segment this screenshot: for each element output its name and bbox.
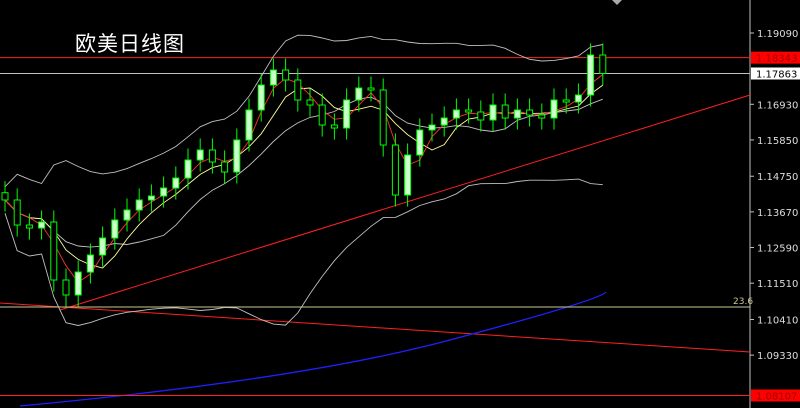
- y-tick-label: 1.19090: [757, 29, 798, 40]
- chart-title: 欧美日线图: [75, 32, 185, 56]
- candle-body: [343, 99, 351, 129]
- candle-body: [13, 199, 21, 226]
- candle-body: [404, 154, 412, 196]
- candle-body: [513, 109, 521, 119]
- rising-trendline: [59, 94, 751, 311]
- candle-body: [257, 84, 265, 111]
- candle-body: [306, 99, 314, 106]
- candle-body: [172, 177, 180, 189]
- candle-body: [245, 109, 253, 141]
- candle-body: [452, 109, 460, 119]
- candle-body: [574, 94, 582, 103]
- y-tick-label: 1.09330: [757, 351, 798, 362]
- candle-body: [428, 124, 436, 131]
- price-tag-box: [751, 51, 800, 64]
- candle-body: [233, 139, 241, 173]
- y-tick-label: 1.12590: [757, 244, 798, 255]
- candle-body: [135, 199, 143, 211]
- candle-body: [440, 117, 448, 126]
- candle-body: [50, 221, 58, 281]
- candle-body: [538, 114, 546, 119]
- candle-body: [184, 159, 192, 179]
- candle-body: [208, 149, 216, 163]
- bollinger-upper-band: [4, 34, 603, 188]
- candle-body: [74, 271, 82, 296]
- shift-marker-icon: [612, 0, 622, 5]
- price-tag-box: [751, 67, 800, 80]
- candle-body: [599, 54, 607, 74]
- candle-body: [160, 187, 168, 197]
- candle-body: [465, 109, 473, 113]
- candle-body: [111, 219, 119, 239]
- price-tag-label: 1.18343: [756, 54, 797, 65]
- candle-body: [367, 87, 375, 91]
- candle-body: [123, 209, 131, 221]
- y-tick-label: 1.16930: [757, 100, 798, 111]
- candle-body: [269, 69, 277, 86]
- falling-trendline: [0, 302, 751, 353]
- candle-body: [379, 89, 387, 146]
- candle-body: [355, 87, 363, 101]
- y-tick-label: 1.13670: [757, 208, 798, 219]
- fib-level-label: 23.6: [733, 297, 753, 307]
- candle-body: [25, 224, 33, 229]
- candle-body: [489, 104, 497, 121]
- candle-body: [38, 221, 46, 229]
- moving-average-fast: [4, 74, 604, 283]
- candle-body: [501, 104, 509, 119]
- candle-body: [62, 279, 70, 296]
- price-tag-label: 1.08107: [756, 391, 797, 402]
- bollinger-lower-band: [4, 178, 603, 326]
- candle-body: [282, 69, 290, 81]
- candle-body: [477, 111, 485, 121]
- candle-body: [99, 237, 107, 256]
- candle-body: [416, 129, 424, 156]
- price-tag-box: [751, 389, 800, 402]
- candle-body: [587, 54, 595, 96]
- candle-body: [86, 254, 94, 273]
- candle-body: [1, 192, 9, 201]
- candle-body: [294, 79, 302, 101]
- long-moving-average-line: [19, 291, 607, 407]
- candle-body: [526, 109, 534, 116]
- candle-body: [391, 144, 399, 196]
- y-tick-label: 1.15850: [757, 136, 798, 147]
- candle-body: [550, 99, 558, 119]
- candle-body: [562, 99, 570, 103]
- candle-body: [318, 104, 326, 126]
- candle-body: [221, 161, 229, 173]
- y-tick-label: 1.14750: [757, 172, 798, 183]
- candle-body: [147, 195, 155, 201]
- candle-body: [330, 124, 338, 129]
- candle-body: [196, 149, 204, 161]
- y-tick-label: 1.11510: [757, 279, 798, 290]
- y-tick-label: 1.10410: [757, 315, 798, 326]
- price-tag-label: 1.17863: [756, 69, 797, 80]
